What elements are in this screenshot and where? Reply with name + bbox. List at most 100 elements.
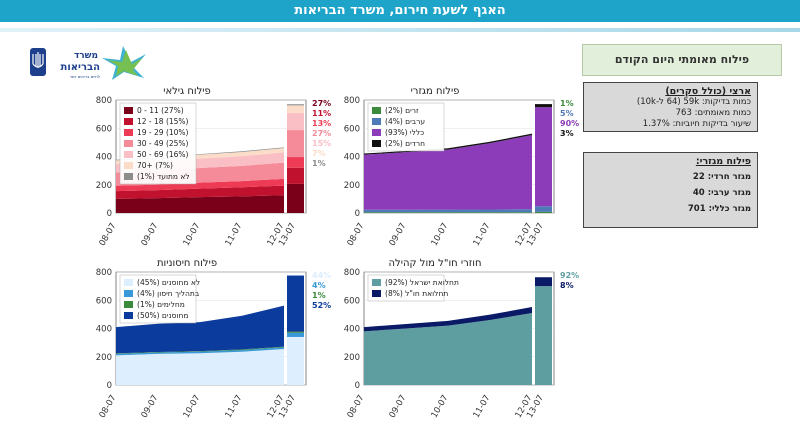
legend-label: 50 - 69 (16%) xyxy=(137,150,189,159)
national-confirmed: כמות מאומתים: 763 xyxy=(675,108,751,118)
star-icon xyxy=(102,46,146,80)
final-day-bar-segment xyxy=(287,157,304,168)
y-tick-label: 800 xyxy=(344,268,360,278)
area-series xyxy=(116,305,284,354)
legend-label: לא מתועד (1%) xyxy=(137,172,190,181)
legend-label: 12 - 18 (15%) xyxy=(137,117,189,126)
area-series xyxy=(364,312,532,385)
final-day-bar-segment xyxy=(287,105,304,113)
legend-swatch xyxy=(124,140,133,147)
legend-swatch xyxy=(124,118,133,125)
legend: תחלואת ישראל (92%) תחלואת חו"ל (8%) xyxy=(367,274,459,302)
area-series xyxy=(364,307,532,332)
area-series xyxy=(116,347,284,356)
national-tests: כמות בדיקות: 59k (64 ל-10k) xyxy=(636,97,751,107)
area-series xyxy=(364,133,532,155)
menorah-icon xyxy=(30,48,46,76)
logo-line1: משרד xyxy=(74,51,98,61)
x-tick-label: 08-07 xyxy=(98,394,119,420)
sector-box-title: פילוח מגזרי: xyxy=(695,156,751,167)
percent-label: 5% xyxy=(560,109,574,118)
percent-label: 15% xyxy=(312,139,331,148)
x-tick-label: 10-07 xyxy=(182,394,203,420)
x-tick-label: 09-07 xyxy=(388,394,409,420)
percent-label: 4% xyxy=(312,281,326,290)
chart-age: פילוח גילאי 0 200 400 600 800 27% 11% 13% 27% 15%… xyxy=(92,86,331,248)
final-day-bar-segment xyxy=(287,112,304,131)
y-tick-label: 800 xyxy=(96,96,112,106)
x-tick-label: 08-07 xyxy=(346,222,367,248)
percent-label: 1% xyxy=(312,291,326,300)
legend-label: כללי (93%) xyxy=(385,128,424,137)
chart-vaccination: פילוח חיסוניות 0 200 400 600 800 44% 4% 1% 52% 08… xyxy=(92,258,331,420)
y-tick-label: 600 xyxy=(344,296,360,306)
area-series xyxy=(116,348,284,385)
y-tick-label: 800 xyxy=(96,268,112,278)
y-tick-label: 400 xyxy=(96,153,112,163)
final-day-bar-segment xyxy=(287,130,304,158)
percent-label: 11% xyxy=(312,109,331,118)
final-day-bar-segment xyxy=(287,167,304,184)
sector-box: פילוח מגזרי: מגזר חרדי: 22 מגזר ערבי: 40… xyxy=(583,152,758,228)
final-day-bar-segment xyxy=(535,277,552,287)
percent-label: 92% xyxy=(560,271,579,280)
x-tick-label: 10-07 xyxy=(182,222,203,248)
header-title: האגף לשעת חירום, משרד הבריאות xyxy=(294,3,506,18)
legend-swatch xyxy=(124,290,133,297)
percent-label: 8% xyxy=(560,281,574,290)
legend-swatch xyxy=(372,129,381,136)
header-banner: האגף לשעת חירום, משרד הבריאות xyxy=(0,0,800,22)
legend: לא מחוסנים (45%) בתהליך חיסון (4%) מחלימים… xyxy=(119,274,200,324)
final-day-bar-segment xyxy=(287,332,304,337)
chart-sector: פילוח מגזרי 0 200 400 600 800 1% 5% 90% 3% 08-07 0… xyxy=(340,86,579,248)
ministry-logo: משרד הבריאות לחיים בריאים יותר xyxy=(30,46,146,80)
panel-title: פילוח מאומתי היום הקודם xyxy=(582,44,782,76)
y-tick-label: 600 xyxy=(344,124,360,134)
percent-label: 90% xyxy=(560,119,579,128)
final-day-bar-segment xyxy=(287,275,304,332)
percent-label: 13% xyxy=(312,119,331,128)
x-tick-label: 10-07 xyxy=(430,394,451,420)
y-tick-label: 200 xyxy=(344,181,360,191)
chart-vaccination-svg: 0 200 400 600 800 44%4%1%52% 08-07 09-07 10-07 11… xyxy=(96,268,331,420)
legend-swatch xyxy=(124,129,133,136)
final-day-bar-segment xyxy=(287,331,304,333)
y-tick-label: 400 xyxy=(344,153,360,163)
chart-abroad: חוזרי חו"ל מול קהילה 0 200 400 600 800 92% 8% 0… xyxy=(340,258,579,420)
x-tick-label: 11-07 xyxy=(224,394,245,420)
legend: זרים (2%) ערבים (4%) כללי (93%) חרדים (2%) xyxy=(367,102,445,152)
legend-swatch xyxy=(124,301,133,308)
x-tick-label: 09-07 xyxy=(388,222,409,248)
percent-label: 1% xyxy=(560,99,574,108)
legend-swatch xyxy=(124,162,133,169)
percent-label: 27% xyxy=(312,99,331,108)
legend-label: תחלואת ישראל (92%) xyxy=(385,278,459,287)
area-series xyxy=(116,346,284,354)
legend-label: 70+ (7%) xyxy=(137,161,173,170)
y-tick-label: 0 xyxy=(107,381,112,391)
y-tick-label: 600 xyxy=(96,296,112,306)
area-series xyxy=(116,195,284,213)
y-tick-label: 200 xyxy=(344,353,360,363)
legend-swatch xyxy=(372,118,381,125)
sector-arab: מגזר ערבי: 40 xyxy=(692,188,751,198)
final-day-bar-segment xyxy=(535,104,552,108)
legend-label: תחלואת חו"ל (8%) xyxy=(385,289,448,298)
sector-haredi: מגזר חרדי: 22 xyxy=(692,172,751,182)
final-day-bar-segment xyxy=(287,104,304,106)
legend-label: 19 - 29 (10%) xyxy=(137,128,189,137)
final-day-bar-segment xyxy=(535,107,552,207)
legend-swatch xyxy=(124,279,133,286)
legend-label: מחוסנים (50%) xyxy=(137,311,188,320)
legend-swatch xyxy=(124,173,133,180)
legend-label: מחלימים (1%) xyxy=(137,300,185,309)
area-series xyxy=(364,135,532,210)
y-tick-label: 0 xyxy=(355,209,360,219)
legend-label: 30 - 49 (25%) xyxy=(137,139,189,148)
x-tick-label: 08-07 xyxy=(98,222,119,248)
legend-label: ערבים (4%) xyxy=(385,117,425,126)
percent-label: 27% xyxy=(312,129,331,138)
chart-sector-svg: 0 200 400 600 800 1%5%90%3% 08-07 09-07 10-07 11-… xyxy=(344,96,579,248)
